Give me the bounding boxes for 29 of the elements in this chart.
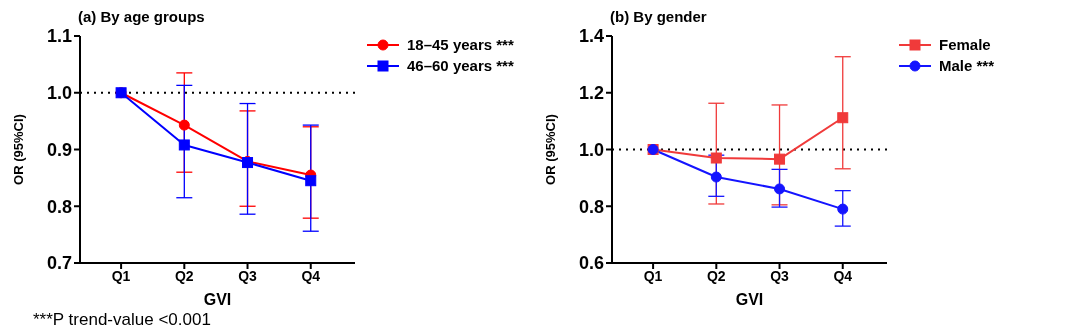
x-tick-label: Q2 — [706, 267, 726, 284]
y-tick-label: 0.6 — [578, 253, 604, 274]
legend-label: Male *** — [939, 57, 995, 74]
legend-label: Female — [939, 36, 991, 53]
chart-title: (b) By gender — [610, 8, 708, 27]
x-tick-label: Q3 — [770, 267, 790, 284]
y-tick-label: 0.9 — [46, 139, 72, 160]
x-axis-title: GVI — [203, 291, 232, 308]
x-tick-label: Q4 — [301, 267, 321, 284]
y-tick-label: 1.0 — [578, 139, 604, 160]
x-tick-label: Q4 — [833, 267, 853, 284]
x-tick-label: Q3 — [238, 267, 258, 284]
x-tick-label: Q1 — [111, 267, 131, 284]
y-tick-label: 1.2 — [578, 83, 604, 104]
x-tick-label: Q2 — [174, 267, 194, 284]
y-tick-label: 1.1 — [46, 26, 72, 47]
x-tick-label: Q1 — [643, 267, 663, 284]
text: ***P trend-value <0.001 — [33, 310, 212, 330]
y-tick-label: 1.0 — [46, 83, 72, 104]
y-axis-title: OR (95%CI) — [542, 114, 558, 185]
legend-label: 18–45 years *** — [407, 36, 514, 53]
y-tick-label: 0.8 — [46, 196, 72, 217]
legend-label: 46–60 years *** — [407, 57, 514, 74]
x-axis-title: GVI — [735, 291, 764, 308]
y-tick-label: 1.4 — [578, 26, 604, 47]
y-axis-title: OR (95%CI) — [10, 114, 26, 185]
y-tick-label: 0.8 — [578, 196, 604, 217]
y-tick-label: 0.7 — [46, 253, 72, 274]
chart-title: (a) By age groups — [78, 8, 206, 27]
